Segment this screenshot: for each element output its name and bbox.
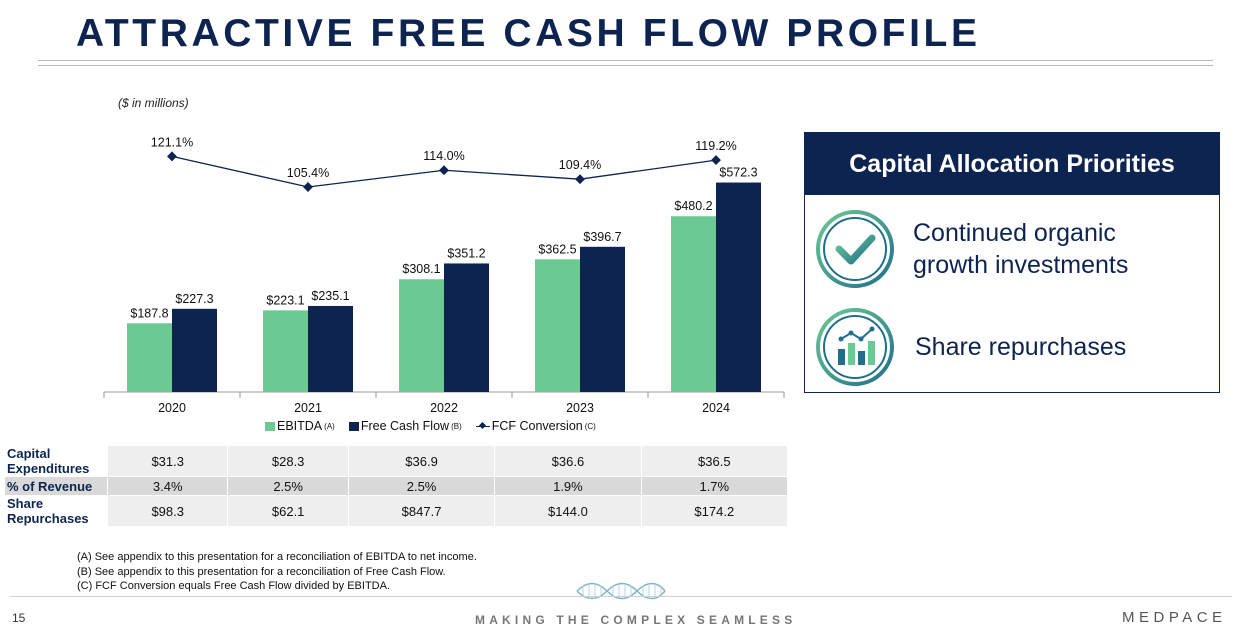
data-label: $227.3 xyxy=(175,292,213,306)
table-cell: 3.4% xyxy=(106,476,229,496)
footnote-b: (B) See appendix to this presentation fo… xyxy=(77,565,446,578)
legend-fcf-label: Free Cash Flow xyxy=(360,419,450,433)
x-tick-label: 2021 xyxy=(294,401,322,415)
bar-fcf xyxy=(716,182,761,392)
data-label: $480.2 xyxy=(674,199,712,213)
data-label: $396.7 xyxy=(583,230,621,244)
legend-conversion-label: FCF Conversion xyxy=(491,419,583,433)
conversion-label: 121.1% xyxy=(151,135,193,149)
title-divider xyxy=(38,60,1213,66)
legend-fcf-swatch xyxy=(348,421,359,431)
bar-ebitda xyxy=(399,279,444,392)
checkmark-icon xyxy=(816,210,894,288)
table-row-revenue-pct: % of Revenue 3.4% 2.5% 2.5% 1.9% 1.7% xyxy=(4,476,789,496)
bar-fcf xyxy=(580,246,625,392)
table-cell: 1.9% xyxy=(494,476,642,496)
bar-ebitda xyxy=(671,216,716,392)
units-note: ($ in millions) xyxy=(118,96,189,110)
page-number: 15 xyxy=(12,611,26,625)
conversion-label: 105.4% xyxy=(287,166,329,180)
page-title: ATTRACTIVE FREE CASH FLOW PROFILE xyxy=(76,12,981,55)
data-label: $362.5 xyxy=(538,242,576,256)
conversion-label: 114.0% xyxy=(423,149,464,163)
medpace-logo: MEDPACE xyxy=(1122,609,1227,626)
table-cell: 2.5% xyxy=(227,476,349,496)
conversion-point xyxy=(575,174,585,185)
legend-ebitda-label: EBITDA xyxy=(277,419,323,433)
x-tick-label: 2023 xyxy=(566,401,594,415)
table-cell: $62.1 xyxy=(227,495,349,527)
priority-share-repurchases: Share repurchases xyxy=(815,307,1126,387)
bar-ebitda xyxy=(535,259,580,392)
conversion-label: 109.4% xyxy=(559,158,601,172)
x-tick-label: 2024 xyxy=(702,401,730,415)
x-tick-label: 2022 xyxy=(430,401,458,415)
priority-organic-line2: growth investments xyxy=(913,251,1129,279)
metrics-table: Capital Expenditures $31.3 $28.3 $36.9 $… xyxy=(4,445,789,527)
x-tick-label: 2020 xyxy=(158,401,186,415)
table-row-capex: Capital Expenditures $31.3 $28.3 $36.9 $… xyxy=(4,445,789,477)
dna-helix-icon xyxy=(576,582,666,600)
row-label-repurchases: Share Repurchases xyxy=(4,495,108,527)
bar-ebitda xyxy=(263,310,308,392)
legend-ebitda: EBITDA (A) xyxy=(265,419,335,433)
footnote-a: (A) See appendix to this presentation fo… xyxy=(77,551,477,563)
priority-organic-text: Continued organic growth investments xyxy=(913,217,1128,281)
bar-chart-icon xyxy=(816,308,894,386)
table-cell: $847.7 xyxy=(347,495,496,527)
bar-fcf xyxy=(172,308,217,392)
priority-repurchases-line1: Share repurchases xyxy=(915,333,1127,361)
bar-fcf xyxy=(444,263,489,392)
legend-fcf-sup: (B) xyxy=(451,421,462,431)
conversion-point xyxy=(711,155,721,166)
data-label: $223.1 xyxy=(266,293,304,307)
table-cell: $36.6 xyxy=(494,445,642,477)
legend-conversion: FCF Conversion (C) xyxy=(475,419,596,433)
data-label: $572.3 xyxy=(719,166,757,180)
table-cell: 1.7% xyxy=(640,476,789,496)
tagline: MAKING THE COMPLEX SEAMLESS xyxy=(475,613,797,627)
cash-flow-chart: $187.8 $227.3 2020 $223.1 $235.1 2021 $308.1 $3… xyxy=(103,135,785,415)
table-row-repurchases: Share Repurchases $98.3 $62.1 $847.7 $14… xyxy=(4,495,789,527)
table-cell: 2.5% xyxy=(347,476,496,496)
conversion-point xyxy=(303,182,313,192)
conversion-point xyxy=(439,165,449,176)
legend-fcf: Free Cash Flow (B) xyxy=(348,419,462,433)
chart-legend: EBITDA (A) Free Cash Flow (B) FCF Conver… xyxy=(265,419,596,433)
capital-allocation-panel: Capital Allocation Priorities Continued … xyxy=(804,132,1220,393)
table-cell: $174.2 xyxy=(640,495,789,527)
table-cell: $36.9 xyxy=(347,445,496,477)
row-label-capex: Capital Expenditures xyxy=(4,445,108,477)
priority-organic-line1: Continued organic xyxy=(913,219,1116,247)
data-label: $235.1 xyxy=(311,289,349,303)
legend-conversion-marker xyxy=(475,422,490,431)
table-cell: $31.3 xyxy=(106,445,229,477)
table-cell: $28.3 xyxy=(227,445,349,477)
table-cell: $144.0 xyxy=(494,495,642,527)
legend-ebitda-swatch xyxy=(265,421,275,431)
bar-fcf xyxy=(308,305,353,392)
row-label-revenue-pct: % of Revenue xyxy=(4,476,108,496)
data-label: $351.2 xyxy=(447,246,485,260)
data-label: $187.8 xyxy=(130,306,168,320)
capital-allocation-header: Capital Allocation Priorities xyxy=(805,133,1219,195)
table-cell: $98.3 xyxy=(106,495,229,527)
bar-ebitda xyxy=(127,323,172,392)
data-label: $308.1 xyxy=(402,262,440,276)
footnote-c: (C) FCF Conversion equals Free Cash Flow… xyxy=(77,580,390,592)
footnotes: (A) See appendix to this presentation fo… xyxy=(77,550,477,594)
legend-ebitda-sup: (A) xyxy=(324,421,335,431)
conversion-label: 119.2% xyxy=(695,139,736,153)
priority-organic-growth: Continued organic growth investments xyxy=(815,209,1128,289)
conversion-point xyxy=(167,151,177,162)
footer-divider xyxy=(10,596,1232,597)
legend-conversion-sup: (C) xyxy=(584,421,596,431)
table-cell: $36.5 xyxy=(640,445,789,477)
